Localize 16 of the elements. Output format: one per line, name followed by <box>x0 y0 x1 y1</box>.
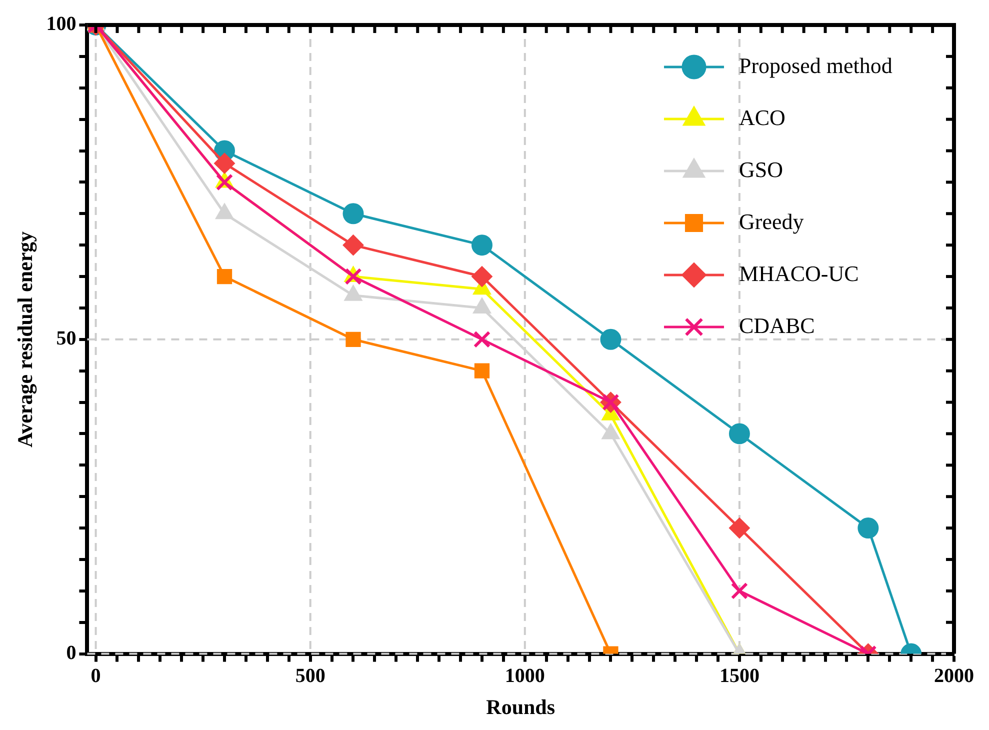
y-tick-label: 100 <box>46 13 76 36</box>
x-tick-label: 1500 <box>719 664 760 687</box>
x-tick-label: 500 <box>295 664 326 687</box>
legend-label: ACO <box>739 104 786 130</box>
legend-label: CDABC <box>739 312 815 338</box>
y-axis-title: Average residual energy <box>13 230 38 448</box>
x-tick-label: 0 <box>90 664 101 687</box>
x-tick-label: 2000 <box>934 664 974 687</box>
legend-label: Proposed method <box>739 52 892 78</box>
x-axis-title: Rounds <box>486 694 556 719</box>
legend-label: Greedy <box>739 208 804 234</box>
y-tick-label: 0 <box>66 642 76 664</box>
legend-label: GSO <box>739 156 784 182</box>
x-tick-label: 1000 <box>504 664 545 687</box>
legend-label: MHACO-UC <box>739 260 859 286</box>
y-tick-label: 50 <box>56 328 76 350</box>
